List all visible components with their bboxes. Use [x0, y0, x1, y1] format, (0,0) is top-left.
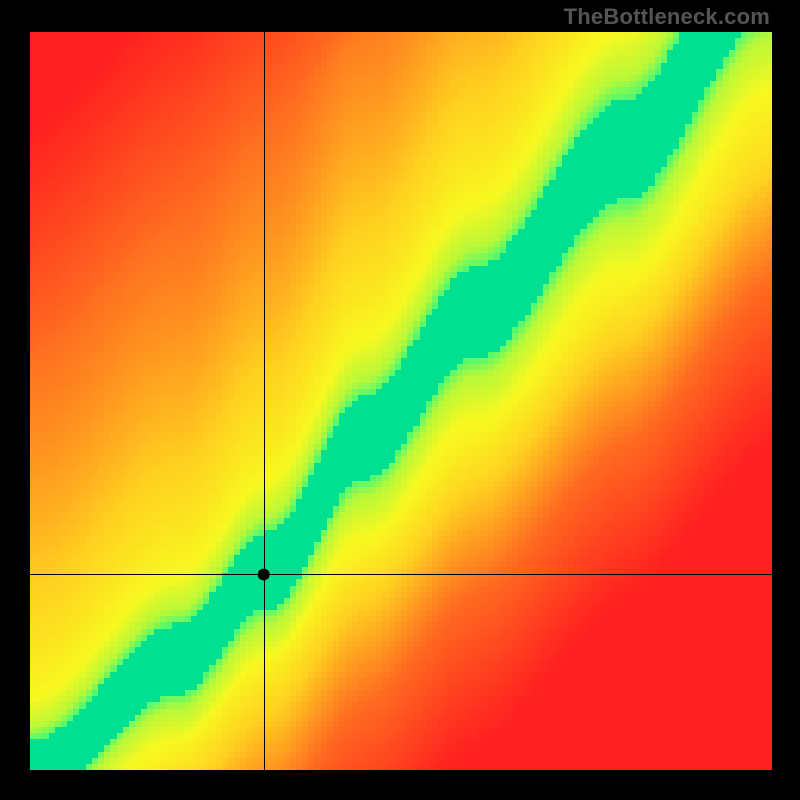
chart-container: TheBottleneck.com	[0, 0, 800, 800]
watermark-text: TheBottleneck.com	[564, 4, 770, 30]
bottleneck-heatmap	[0, 0, 800, 800]
